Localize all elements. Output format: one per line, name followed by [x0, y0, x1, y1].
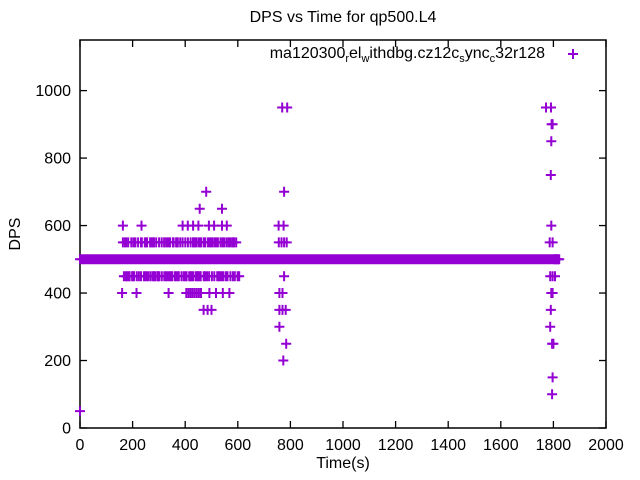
svg-text:1800: 1800 [536, 437, 572, 454]
legend-text-sub: s [459, 53, 465, 66]
svg-text:1600: 1600 [483, 437, 519, 454]
plus-icon [568, 49, 578, 59]
legend-text-sub: r [345, 53, 350, 66]
legend-text-part: ync [464, 45, 490, 62]
legend: ma120300relwithdbg.cz12csyncc32r128 [269, 45, 585, 66]
legend-text-part: ithdbg.cz12c [369, 45, 460, 62]
svg-text:0: 0 [62, 421, 71, 438]
svg-text:2000: 2000 [588, 437, 624, 454]
svg-text:400: 400 [44, 286, 71, 303]
legend-text-part: 32r128 [495, 45, 545, 62]
chart-title: DPS vs Time for qp500.L4 [249, 9, 437, 26]
svg-text:1000: 1000 [325, 437, 361, 454]
y-axis-label: DPS [7, 217, 24, 251]
svg-text:800: 800 [277, 437, 304, 454]
svg-text:1000: 1000 [35, 83, 71, 100]
svg-text:200: 200 [119, 437, 146, 454]
svg-text:600: 600 [224, 437, 251, 454]
svg-text:800: 800 [44, 151, 71, 168]
legend-text-sub: c [489, 53, 496, 66]
x-axis-label: Time(s) [316, 455, 370, 472]
svg-text:1400: 1400 [430, 437, 466, 454]
legend-text-part: el [349, 45, 362, 62]
svg-text:1200: 1200 [378, 437, 414, 454]
svg-text:200: 200 [44, 353, 71, 370]
legend-text-part: ma120300 [269, 45, 346, 62]
legend-marker-plus-icon [568, 49, 578, 59]
svg-text:400: 400 [172, 437, 199, 454]
svg-text:600: 600 [44, 218, 71, 235]
legend-series-label: ma120300relwithdbg.cz12csyncc32r128 [269, 45, 545, 66]
legend-text-sub: w [361, 53, 370, 66]
svg-text:0: 0 [76, 437, 85, 454]
